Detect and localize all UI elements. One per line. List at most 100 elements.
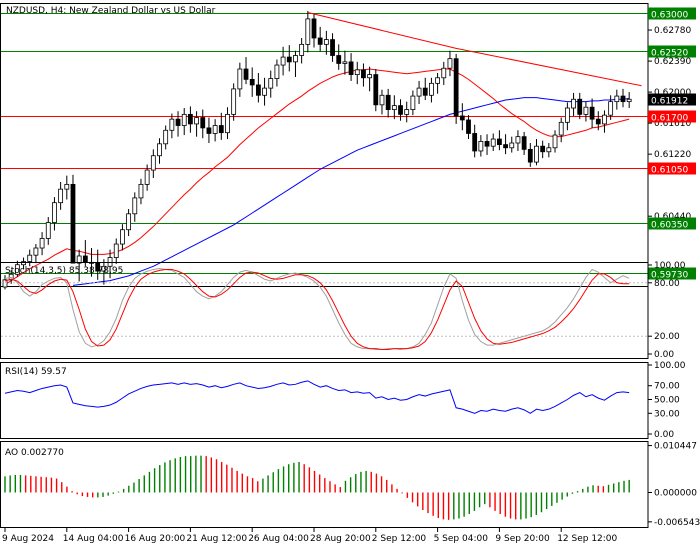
candle-body	[342, 61, 348, 64]
price-tick-label: 0.60440	[654, 212, 691, 222]
candle-body	[311, 18, 317, 39]
candle-body	[534, 145, 539, 163]
candle-body	[552, 134, 558, 149]
candle-body	[354, 69, 360, 75]
stochastic-tick-label: 80.00	[654, 279, 680, 289]
candle-body	[472, 133, 478, 152]
candle-body	[187, 113, 193, 125]
panel-frame	[0, 262, 649, 359]
candle-body	[107, 257, 113, 267]
candle-body	[509, 142, 515, 149]
candle-body	[558, 121, 564, 136]
ao-tick-label: 0.010447	[654, 442, 697, 452]
candle-body	[21, 261, 26, 266]
candle-body	[299, 43, 305, 56]
candle-body	[95, 262, 101, 272]
candle-body	[225, 113, 230, 134]
time-tick-label: 26 Aug 04:00	[248, 534, 309, 544]
candle-body	[293, 55, 298, 63]
candle-body	[45, 222, 51, 239]
candle-body	[602, 114, 607, 125]
candle-body	[280, 56, 286, 66]
ao-tick-label: 0.000000	[654, 488, 697, 498]
candle-body	[589, 106, 595, 120]
candle-body	[373, 74, 379, 106]
candle-body	[52, 202, 57, 223]
candle-body	[614, 95, 620, 103]
candle-body	[478, 141, 484, 152]
rsi-tick-label: 50.00	[654, 396, 680, 406]
candle-body	[608, 101, 614, 116]
candle-body	[262, 87, 267, 96]
candle-body	[249, 78, 255, 86]
candle-body	[150, 155, 156, 171]
candle-body	[113, 243, 119, 258]
level-price-label: 0.62520	[651, 49, 688, 59]
candle-body	[64, 183, 70, 190]
candle-body	[157, 143, 162, 157]
candle-body	[367, 74, 373, 79]
candle-body	[410, 95, 416, 110]
candle-body	[194, 117, 199, 125]
ao-label: AO 0.002770	[5, 448, 64, 458]
candle-body	[169, 118, 175, 131]
price-panel: 0.62780 0.62390 0.62000 0.61610 0.61220 0.604…	[0, 3, 696, 290]
candle-body	[564, 107, 570, 123]
trendline	[307, 12, 642, 87]
price-tick-label: 0.61220	[654, 150, 691, 160]
time-tick-label: 14 Aug 04:00	[63, 534, 124, 544]
candle-body	[243, 68, 249, 80]
candle-body	[540, 145, 546, 153]
candle-body	[515, 136, 521, 144]
time-axis: 9 Aug 2024 14 Aug 04:00 16 Aug 20:00 21 Aug…	[2, 528, 618, 544]
candle-body	[503, 144, 508, 149]
candle-body	[255, 84, 261, 96]
time-tick-label: 12 Sep 12:00	[557, 534, 617, 544]
candle-body	[286, 56, 292, 63]
candle-body	[620, 95, 626, 103]
candle-body	[27, 254, 33, 262]
candle-body	[398, 105, 403, 115]
candle-body	[429, 82, 434, 96]
candle-body	[391, 105, 397, 110]
price-tick-label: 0.61610	[654, 119, 691, 129]
candle-body	[101, 265, 107, 272]
candle-body	[416, 87, 422, 97]
candle-body	[317, 37, 323, 45]
candle-body	[422, 87, 428, 96]
candle-body	[484, 141, 490, 147]
candle-body	[453, 58, 459, 117]
candle-body	[459, 115, 465, 121]
price-tick-label: 0.62000	[654, 88, 691, 98]
time-tick-label: 5 Sep 04:00	[434, 534, 489, 544]
candle-body	[361, 69, 366, 79]
candle-body	[626, 98, 632, 103]
candle-body	[336, 55, 342, 64]
stochastic-line	[4, 268, 630, 351]
candle-body	[126, 213, 131, 231]
candle-body	[385, 94, 391, 110]
candle-body	[521, 136, 527, 150]
candle-body	[583, 106, 589, 115]
candle-body	[138, 183, 144, 199]
panel-frame	[0, 362, 649, 439]
candle-body	[181, 113, 187, 126]
level-price-label: 0.63000	[651, 11, 688, 21]
candle-body	[237, 68, 243, 90]
time-tick-label: 21 Aug 12:00	[186, 534, 247, 544]
ao-tick-label: -0.006543	[654, 518, 700, 528]
level-price-tag	[648, 110, 696, 123]
candle-body	[379, 94, 385, 106]
price-tick-label: 0.62780	[654, 26, 691, 36]
candle-body	[330, 39, 335, 56]
candle-body	[206, 127, 212, 134]
candle-body	[144, 169, 150, 185]
current-price-label: 0.61912	[651, 97, 688, 107]
time-tick-label: 9 Aug 2024	[2, 534, 54, 544]
candle-body	[571, 98, 576, 109]
rsi-label: RSI(14) 59.57	[5, 367, 67, 377]
candle-body	[447, 58, 453, 69]
candle-body	[33, 247, 39, 256]
candle-body	[435, 77, 441, 84]
